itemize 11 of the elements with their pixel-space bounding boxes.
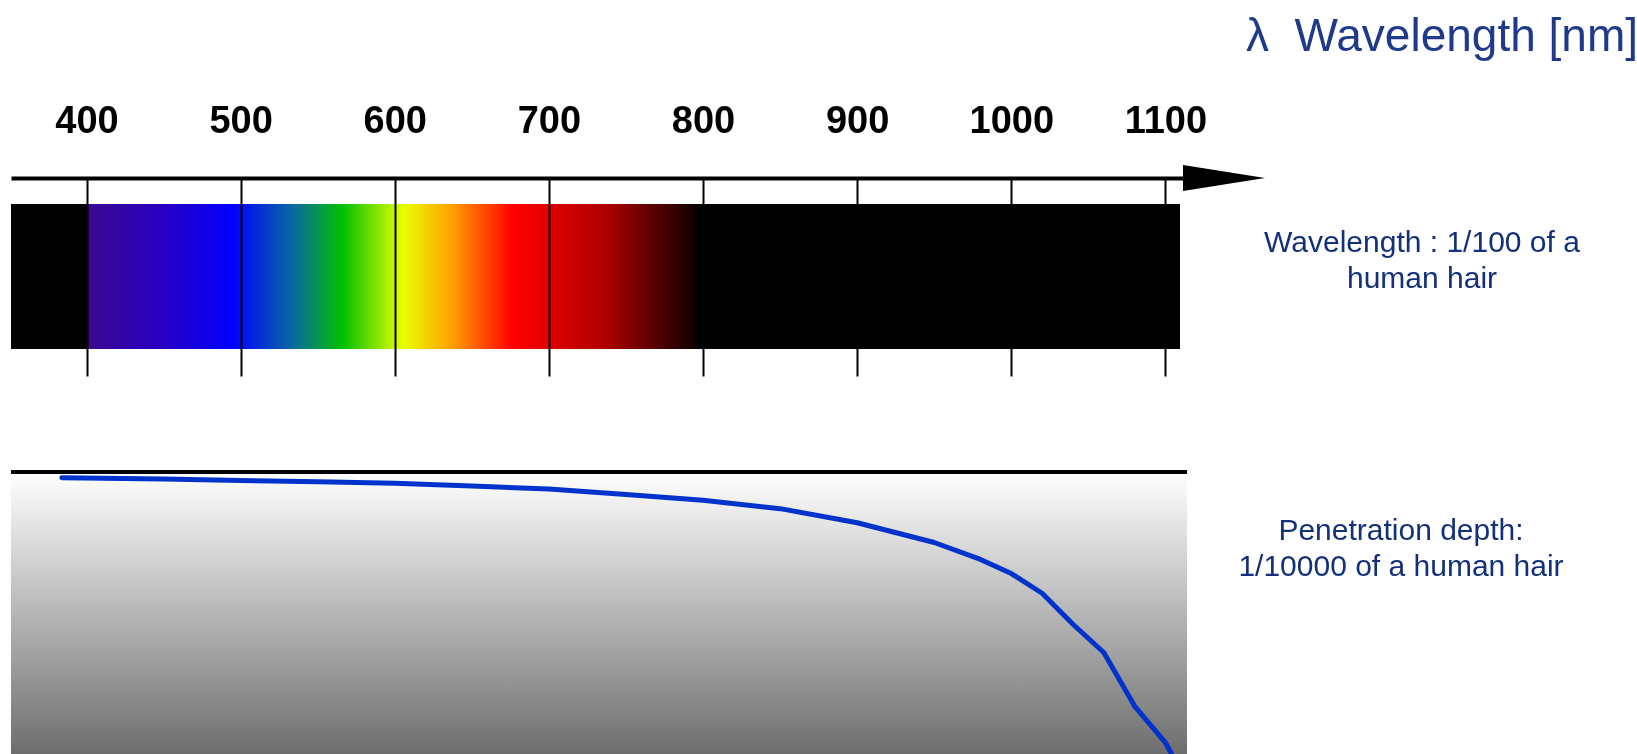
x-tick-label: 900: [825, 98, 890, 141]
x-tick-label: 500: [209, 98, 273, 141]
x-tick-label: 1100: [1124, 98, 1208, 141]
x-tick-label: 1000: [969, 98, 1055, 141]
x-tick-label: 700: [517, 98, 582, 141]
x-tick-label: 800: [671, 98, 736, 141]
text: λ Wavelength [nm]: [1245, 8, 1637, 63]
x-tick-label: 400: [55, 98, 119, 141]
text: Penetration depth: 1/10000 of a human hair: [1237, 512, 1565, 584]
text: Wavelength : 1/100 of a human hair: [1263, 224, 1581, 296]
x-tick-label: 600: [363, 98, 427, 141]
